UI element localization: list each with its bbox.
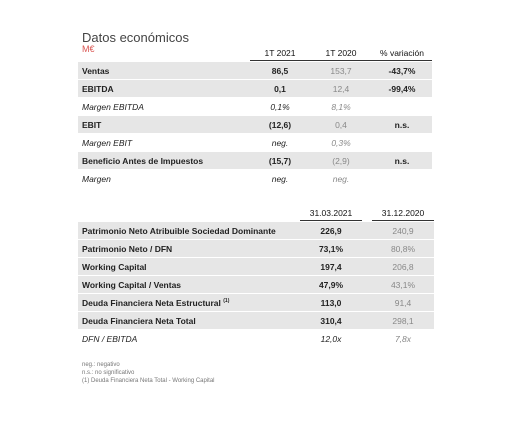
cell: 113,0 [300, 294, 362, 311]
row: DFN / EBITDA 12,0x 7,8x [78, 330, 434, 347]
row: Beneficio Antes de Impuestos (15,7) (2,9) n… [78, 152, 432, 169]
row-label: Patrimonio Neto Atribuible Sociedad Domi… [78, 222, 300, 239]
cell: 12,4 [310, 80, 372, 97]
cell: neg. [332, 173, 350, 184]
spacer [362, 222, 372, 239]
cell [372, 170, 432, 187]
spacer [362, 330, 372, 347]
row-label: Margen EBITDA [82, 101, 144, 112]
cell: 226,9 [300, 222, 362, 239]
row: Ventas 86,5 153,7 -43,7% [78, 62, 432, 79]
col-header: 1T 2020 [310, 46, 372, 61]
cell: (12,6) [250, 116, 310, 133]
row-label: Ventas [78, 62, 250, 79]
cell: 0,3% [331, 137, 351, 148]
row: Patrimonio Neto Atribuible Sociedad Domi… [78, 222, 434, 239]
row-label: DFN / EBITDA [82, 333, 138, 344]
row: EBIT (12,6) 0,4 n.s. [78, 116, 432, 133]
unit: M€ [82, 44, 95, 54]
cell: 73,1% [300, 240, 362, 257]
footnote: n.s.: no significativo [82, 370, 135, 376]
row: Margen EBIT neg. 0,3% [78, 134, 432, 151]
cell: neg. [271, 137, 289, 148]
cell: 240,9 [372, 222, 434, 239]
cell: 197,4 [300, 258, 362, 275]
title: Datos económicos [82, 30, 189, 45]
cell: 310,4 [300, 312, 362, 329]
cell: (2,9) [310, 152, 372, 169]
col-header: 31.03.2021 [300, 206, 362, 221]
cell: 91,4 [372, 294, 434, 311]
cell: 0,1% [270, 101, 290, 112]
note-mark: (1) [223, 297, 230, 304]
row: Deuda Financiera Neta Estructural (1) 113… [78, 294, 434, 311]
balance-table: 31.03.2021 31.12.2020 Patrimonio Neto At… [78, 205, 434, 348]
spacer [362, 312, 372, 329]
cell [372, 134, 432, 151]
cell: n.s. [372, 152, 432, 169]
row-label: EBIT [78, 116, 250, 133]
cell: 153,7 [310, 62, 372, 79]
cell: -99,4% [372, 80, 432, 97]
cell: 80,8% [372, 240, 434, 257]
footnote: neg.: negativo [82, 362, 120, 368]
row-label: Beneficio Antes de Impuestos [78, 152, 250, 169]
spacer [362, 258, 372, 275]
row-label: Deuda Financiera Neta Total [78, 312, 300, 329]
row-label: EBITDA [78, 80, 250, 97]
spacer [362, 294, 372, 311]
cell: (15,7) [250, 152, 310, 169]
cell: n.s. [372, 116, 432, 133]
row-label: Working Capital [78, 258, 300, 275]
row: Working Capital / Ventas 47,9% 43,1% [78, 276, 434, 293]
cell: 206,8 [372, 258, 434, 275]
results-table: 1T 2021 1T 2020 % variación Ventas 86,5 15… [78, 45, 432, 188]
row-label: Working Capital / Ventas [78, 276, 300, 293]
cell: 0,1 [250, 80, 310, 97]
spacer [362, 276, 372, 293]
row: Margen neg. neg. [78, 170, 432, 187]
col-header: % variación [372, 46, 432, 61]
row-label: Patrimonio Neto / DFN [78, 240, 300, 257]
row-label: Deuda Financiera Neta Estructural (1) [78, 294, 300, 311]
cell: 43,1% [372, 276, 434, 293]
row: Patrimonio Neto / DFN 73,1% 80,8% [78, 240, 434, 257]
cell: 47,9% [300, 276, 362, 293]
cell: 12,0x [320, 333, 342, 344]
footnotes: neg.: negativo n.s.: no significativo (1… [82, 361, 215, 385]
spacer [362, 240, 372, 257]
row: Deuda Financiera Neta Total 310,4 298,1 [78, 312, 434, 329]
col-header: 1T 2021 [250, 46, 310, 61]
cell: neg. [271, 173, 289, 184]
cell: 298,1 [372, 312, 434, 329]
row-label: Margen [82, 173, 111, 184]
cell: 7,8x [394, 333, 412, 344]
row: EBITDA 0,1 12,4 -99,4% [78, 80, 432, 97]
cell [372, 98, 432, 115]
row: Working Capital 197,4 206,8 [78, 258, 434, 275]
cell: -43,7% [372, 62, 432, 79]
cell: 0,4 [310, 116, 372, 133]
row: Margen EBITDA 0,1% 8,1% [78, 98, 432, 115]
row-label: Margen EBIT [82, 137, 133, 148]
footnote: (1) Deuda Financiera Neta Total - Workin… [82, 378, 215, 384]
cell: 86,5 [250, 62, 310, 79]
col-header: 31.12.2020 [372, 206, 434, 221]
cell: 8,1% [331, 101, 351, 112]
